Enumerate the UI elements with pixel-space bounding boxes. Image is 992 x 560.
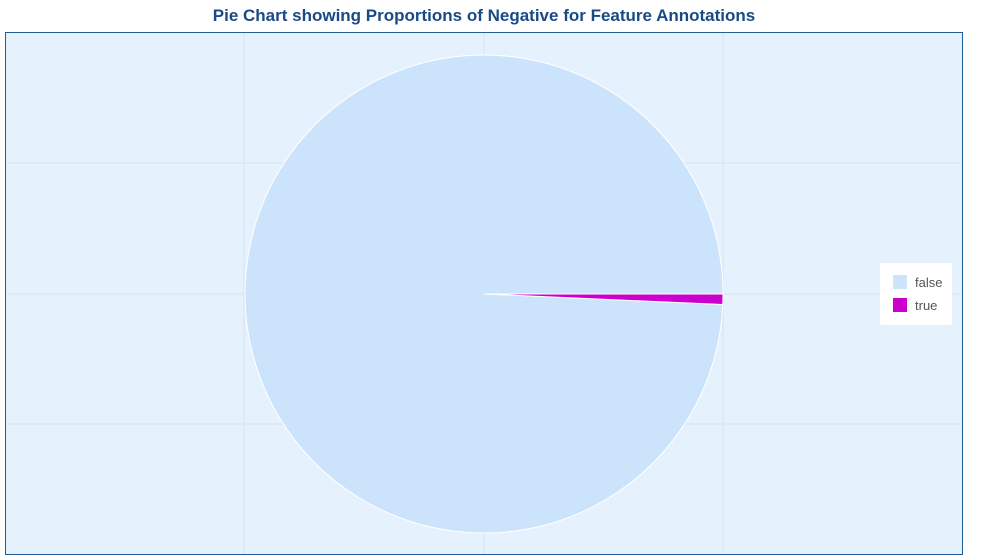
pie-slice-true[interactable] xyxy=(483,293,724,306)
pie-slices xyxy=(244,54,724,534)
legend-swatch-false xyxy=(893,275,907,289)
legend-swatch-true xyxy=(893,298,907,312)
legend-label-true: true xyxy=(915,297,938,313)
legend-item-false[interactable]: false xyxy=(893,274,942,290)
legend-item-true[interactable]: true xyxy=(893,297,937,313)
legend: false true xyxy=(880,263,952,325)
legend-label-false: false xyxy=(915,274,943,290)
chart-title: Pie Chart showing Proportions of Negativ… xyxy=(212,6,756,25)
